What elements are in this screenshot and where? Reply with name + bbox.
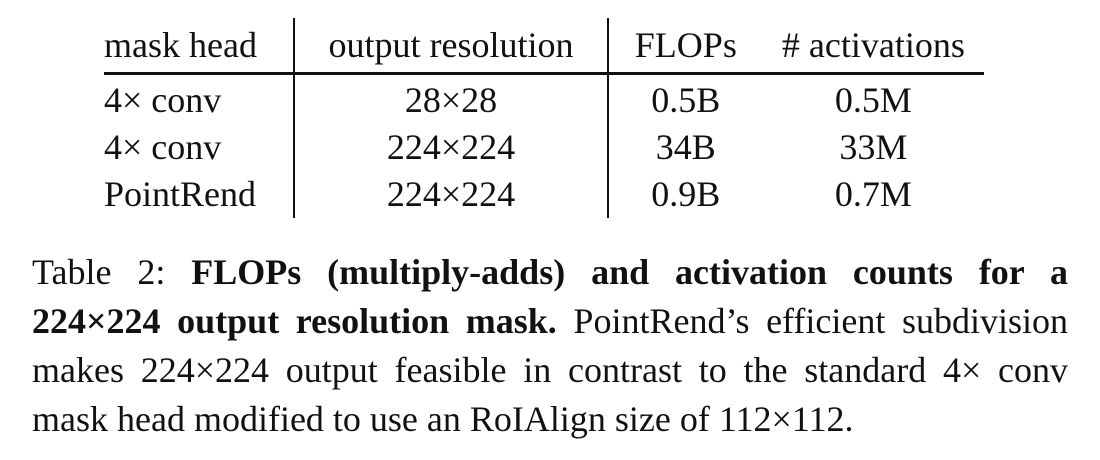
- cell-mask-head: 4× conv: [104, 124, 296, 171]
- cell-flops: 0.9B: [651, 174, 721, 214]
- caption-bold-summary: FLOPs (multiply-adds) and activation cou…: [32, 252, 1069, 341]
- table-row: PointRend 224×224 0.9B 0.7M: [104, 171, 984, 218]
- cell-output-resolution: 224×224: [294, 124, 609, 171]
- cell-activations: 33M: [839, 127, 908, 167]
- table-row: 4× conv 224×224 34B 33M: [104, 124, 984, 171]
- caption-body: PointRend’s efficient subdivision makes …: [32, 301, 1068, 439]
- caption-label: Table 2:: [32, 252, 166, 292]
- cell-flops: 34B: [655, 127, 716, 167]
- flops-table: mask head output resolution FLOPs # acti…: [104, 18, 984, 218]
- cell-activations: 0.7M: [834, 174, 912, 214]
- table-header-row: mask head output resolution FLOPs # acti…: [104, 18, 984, 74]
- header-mask-head: mask head: [104, 18, 296, 74]
- cell-output-resolution: 224×224: [294, 171, 609, 218]
- cell-activations: 0.5M: [834, 80, 912, 120]
- header-flops: FLOPs: [634, 24, 737, 65]
- cell-mask-head: 4× conv: [104, 73, 296, 124]
- cell-flops: 0.5B: [651, 80, 721, 120]
- header-output-resolution: output resolution: [294, 18, 609, 74]
- table-caption: Table 2: FLOPs (multiply-adds) and activ…: [32, 248, 1068, 444]
- table-row: 4× conv 28×28 0.5B 0.5M: [104, 73, 984, 124]
- results-table-container: mask head output resolution FLOPs # acti…: [104, 18, 984, 218]
- cell-output-resolution: 28×28: [294, 73, 609, 124]
- header-activations: # activations: [781, 24, 965, 65]
- cell-mask-head: PointRend: [104, 171, 296, 218]
